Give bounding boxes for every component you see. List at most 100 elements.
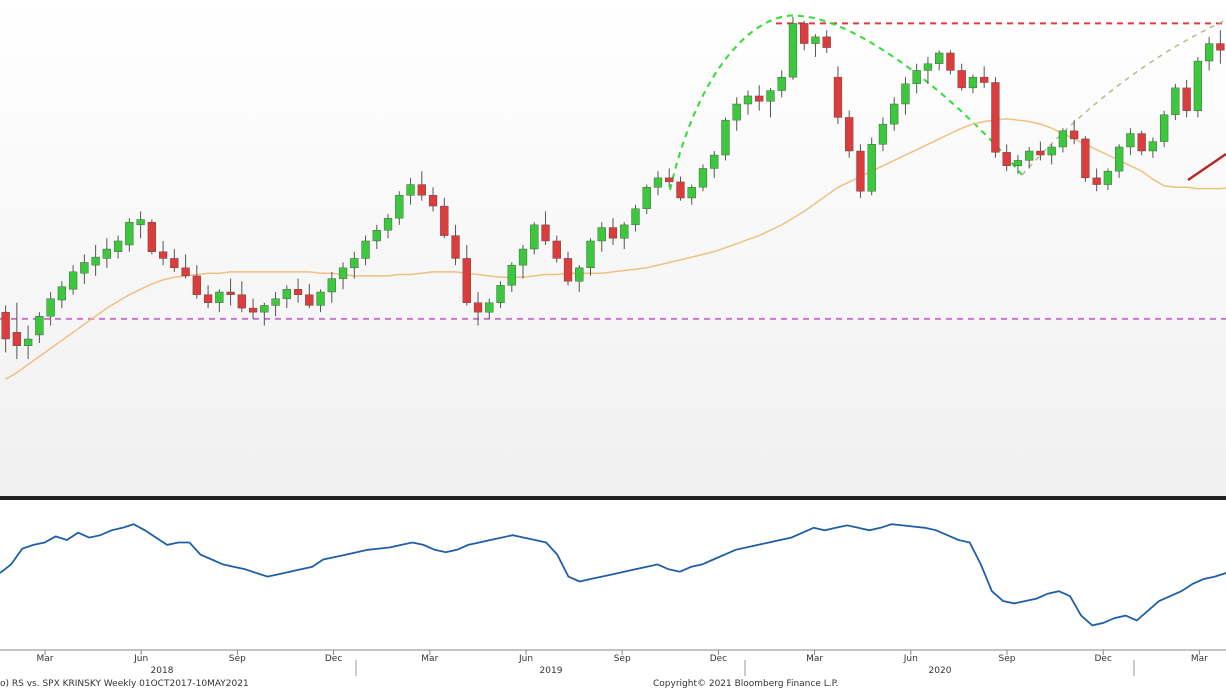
- candle: [1103, 168, 1113, 190]
- candle-body: [237, 294, 246, 309]
- candle: [46, 292, 55, 326]
- candle: [1148, 137, 1158, 158]
- price-panel-bg: [0, 0, 1226, 496]
- candle: [102, 238, 111, 268]
- candle: [653, 171, 663, 196]
- candle: [1204, 36, 1214, 71]
- candle: [923, 57, 933, 84]
- candle-body: [631, 208, 640, 226]
- candle: [462, 245, 471, 306]
- reference-lines: [0, 22, 1226, 320]
- candle: [1216, 30, 1225, 64]
- candle-body: [1103, 170, 1113, 185]
- candle: [136, 211, 145, 239]
- candle-body: [226, 291, 235, 295]
- candle: [901, 77, 910, 115]
- candle-body: [1025, 150, 1034, 161]
- candle: [1070, 120, 1079, 145]
- candle-body: [653, 177, 663, 188]
- candle: [890, 97, 899, 131]
- candle-body: [248, 307, 258, 313]
- candle-body: [80, 262, 89, 274]
- projection-line-annotation: [1021, 19, 1226, 176]
- candle: [68, 265, 78, 295]
- candle-body: [1036, 150, 1045, 156]
- candle-body: [1204, 43, 1214, 62]
- candle-body: [968, 76, 978, 89]
- candle: [665, 168, 674, 188]
- candle: [552, 235, 561, 263]
- candle-body: [1002, 152, 1011, 166]
- candle: [1160, 110, 1169, 147]
- candle: [496, 281, 505, 309]
- moving-average-line: [5, 118, 1226, 380]
- candle-body: [811, 36, 820, 44]
- candle: [946, 50, 955, 75]
- candle: [91, 245, 100, 276]
- candle: [518, 245, 528, 279]
- candle: [226, 278, 235, 306]
- candle: [541, 211, 550, 245]
- candle: [181, 254, 190, 279]
- candle: [856, 144, 865, 198]
- candle-body: [620, 224, 629, 239]
- month-tick-labels: Mar Jun Sep Dec Mar Jun Sep Dec Mar Jun Sep Dec Mar: [37, 650, 1208, 664]
- candle: [271, 292, 280, 317]
- candle-body: [710, 154, 719, 169]
- candle-body: [158, 251, 168, 259]
- candle-body: [1193, 60, 1203, 111]
- candle-body: [541, 224, 550, 242]
- candle-body: [878, 123, 888, 145]
- candle-body: [170, 258, 179, 269]
- candle: [215, 289, 224, 313]
- candle-body: [845, 117, 854, 152]
- candle: [777, 70, 786, 98]
- candle: [23, 325, 33, 360]
- candle-body: [665, 177, 674, 183]
- price-panel: [0, 0, 1226, 496]
- candle: [1036, 141, 1045, 161]
- candle-body: [642, 187, 651, 209]
- candle: [575, 265, 584, 292]
- candle-body: [912, 70, 921, 85]
- candle: [361, 235, 370, 266]
- candle-body: [608, 227, 618, 239]
- month-tick-label: Mar: [1191, 654, 1208, 664]
- candle-body: [282, 289, 291, 299]
- candle: [732, 97, 741, 131]
- candle: [147, 219, 156, 255]
- candle: [991, 77, 1000, 158]
- candle: [788, 16, 798, 80]
- candle: [1115, 144, 1124, 178]
- candlestick-series: [1, 16, 1225, 360]
- candle-body: [12, 332, 22, 346]
- candle-body: [833, 76, 843, 118]
- candle-body: [1148, 141, 1158, 152]
- candle-body: [935, 52, 944, 64]
- candle-body: [597, 227, 606, 242]
- candle-body: [991, 82, 1000, 153]
- candle-body: [957, 70, 966, 89]
- candle: [305, 283, 314, 309]
- candle-body: [687, 187, 696, 199]
- trendline-annotation: [1187, 152, 1226, 182]
- candle: [113, 235, 123, 259]
- candle-body: [406, 184, 415, 196]
- candle: [968, 74, 978, 94]
- candle-body: [361, 240, 370, 259]
- candle-body: [563, 258, 573, 282]
- month-tick-label: Dec: [325, 654, 342, 664]
- candle: [687, 184, 696, 205]
- candle-body: [372, 230, 381, 242]
- candle: [563, 251, 573, 286]
- candle-body: [822, 36, 831, 48]
- candle: [642, 184, 651, 215]
- footer-copyright: Copyright© 2021 Bloomberg Finance L.P.: [653, 679, 838, 689]
- month-tick-label: Jun: [903, 654, 918, 664]
- candle: [473, 292, 483, 326]
- candle: [845, 110, 854, 158]
- candle-body: [518, 248, 528, 266]
- candle-body: [473, 302, 483, 313]
- candle: [80, 254, 89, 284]
